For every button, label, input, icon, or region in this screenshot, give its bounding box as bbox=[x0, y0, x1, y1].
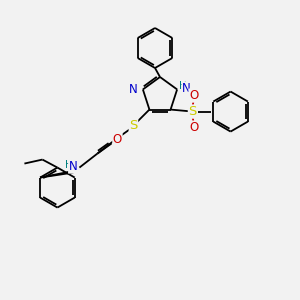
Text: S: S bbox=[188, 105, 197, 118]
Text: H: H bbox=[65, 160, 72, 170]
Text: N: N bbox=[69, 160, 77, 173]
Text: N: N bbox=[129, 83, 138, 96]
Text: H: H bbox=[179, 81, 187, 92]
Text: O: O bbox=[113, 133, 122, 146]
Text: N: N bbox=[182, 82, 191, 95]
Text: S: S bbox=[129, 119, 138, 132]
Text: O: O bbox=[189, 89, 198, 102]
Text: O: O bbox=[189, 121, 198, 134]
